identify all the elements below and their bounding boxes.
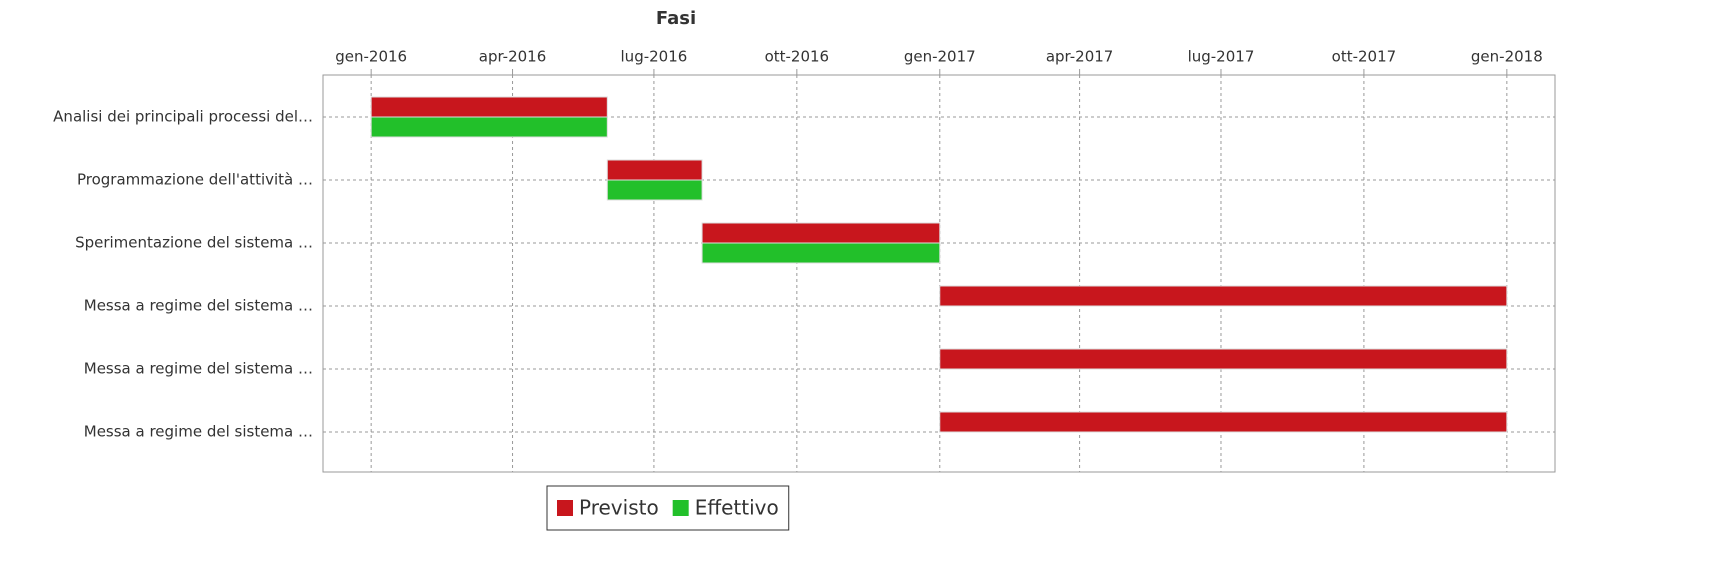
bar (701, 222, 941, 244)
legend-swatch (557, 500, 573, 516)
x-tick-label: apr-2016 (479, 48, 547, 66)
chart-title: Fasi (656, 8, 696, 29)
x-tick-label: gen-2018 (1471, 48, 1543, 66)
y-tick-label: Messa a regime del sistema … (84, 360, 313, 378)
legend: Previsto Effettivo (546, 485, 790, 531)
x-tick-label: lug-2016 (621, 48, 688, 66)
x-tick-label: gen-2017 (904, 48, 976, 66)
x-tick-label: apr-2017 (1046, 48, 1114, 66)
x-tick-label: lug-2017 (1188, 48, 1255, 66)
bar (370, 96, 608, 118)
y-tick-label: Sperimentazione del sistema … (75, 234, 313, 252)
bar (701, 242, 941, 264)
bar (939, 285, 1508, 307)
x-tick-label: ott-2016 (765, 48, 830, 66)
bar (606, 159, 703, 181)
y-tick-label: Messa a regime del sistema … (84, 423, 313, 441)
legend-box (546, 485, 790, 531)
bar (606, 179, 703, 201)
y-tick-label: Analisi dei principali processi del… (53, 108, 313, 126)
legend-label: Effettivo (695, 496, 779, 520)
bar (370, 116, 608, 138)
legend-swatch (672, 500, 689, 516)
plot-area (322, 74, 1556, 473)
x-tick-label: ott-2017 (1332, 48, 1397, 66)
y-tick-label: Messa a regime del sistema … (84, 297, 313, 315)
x-tick-label: gen-2016 (335, 48, 407, 66)
legend-label: Previsto (579, 496, 659, 520)
y-tick-label: Programmazione dell'attività … (77, 171, 313, 189)
bar (939, 348, 1508, 370)
bar (939, 411, 1508, 433)
